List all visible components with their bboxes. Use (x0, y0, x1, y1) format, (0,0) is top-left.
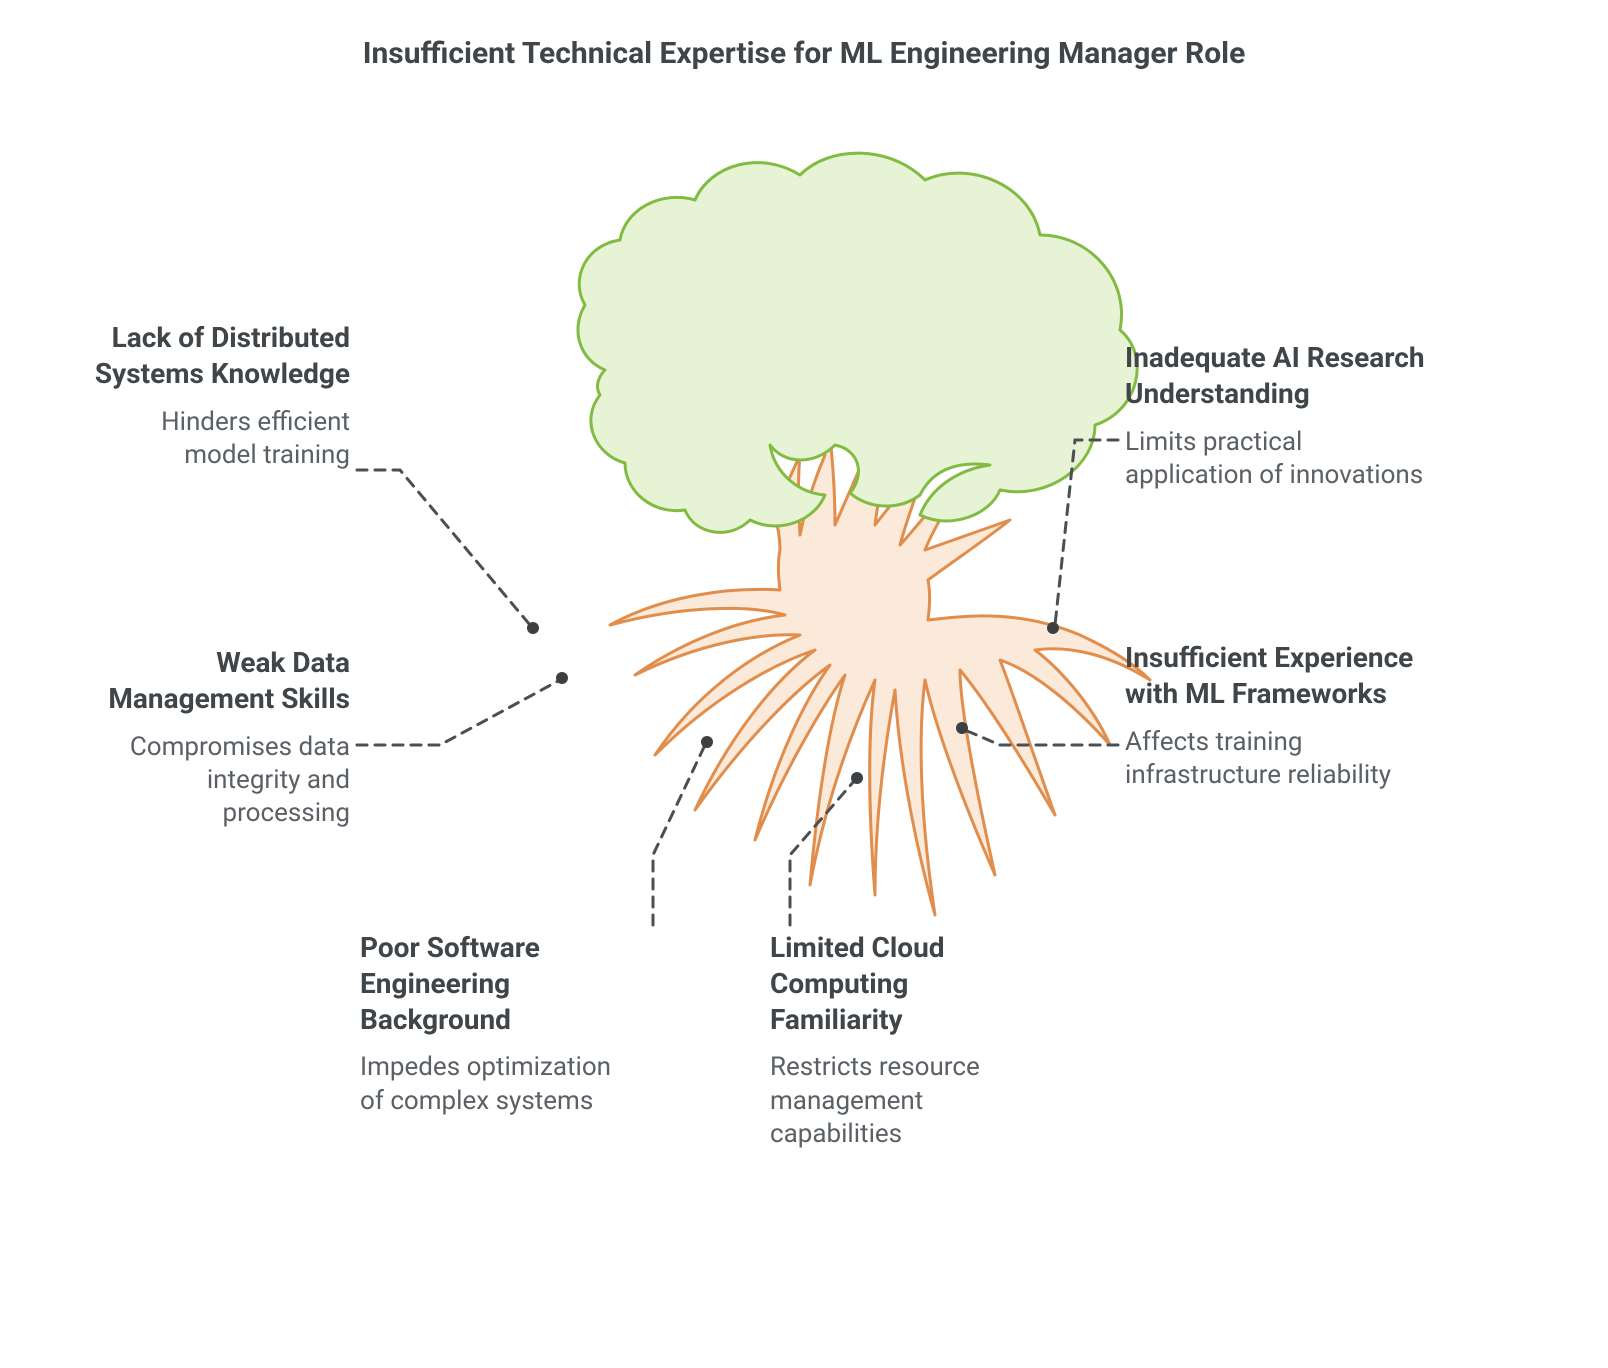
label-subtext: Hinders efficient model training (90, 406, 350, 473)
connector-line (357, 470, 530, 625)
label-subtext: Limits practical application of innovati… (1125, 426, 1425, 493)
connector-line (357, 680, 560, 745)
label-subtext: Compromises data integrity and processin… (80, 731, 350, 831)
label-heading: Insufficient Experience with ML Framewor… (1125, 640, 1445, 712)
connector-line (653, 745, 705, 925)
label-subtext: Restricts resource management capabiliti… (770, 1051, 1030, 1151)
label-r2: Insufficient Experience with ML Framewor… (1125, 640, 1445, 792)
connector-line (790, 780, 855, 925)
label-heading: Poor Software Engineering Background (360, 930, 640, 1037)
label-l4: Limited Cloud Computing Familiarity Restr… (770, 930, 1030, 1151)
label-heading: Inadequate AI Research Understanding (1125, 340, 1425, 412)
connector-dot (851, 772, 863, 784)
label-heading: Lack of Distributed Systems Knowledge (90, 320, 350, 392)
connector-dot (527, 622, 539, 634)
connector-dot (556, 672, 568, 684)
connector-line (1055, 440, 1118, 625)
connector-dot (1047, 622, 1059, 634)
label-l3: Poor Software Engineering Background Impe… (360, 930, 640, 1118)
label-subtext: Affects training infrastructure reliabil… (1125, 726, 1445, 793)
connector-dot (701, 736, 713, 748)
diagram-canvas: Insufficient Technical Expertise for ML … (0, 0, 1608, 1368)
label-heading: Limited Cloud Computing Familiarity (770, 930, 1030, 1037)
label-l1: Lack of Distributed Systems Knowledge Hin… (90, 320, 350, 472)
label-heading: Weak Data Management Skills (80, 645, 350, 717)
connector-line (965, 730, 1118, 745)
label-l2: Weak Data Management Skills Compromises d… (80, 645, 350, 830)
label-r1: Inadequate AI Research Understanding Limi… (1125, 340, 1425, 492)
connector-dot (956, 722, 968, 734)
label-subtext: Impedes optimization of complex systems (360, 1051, 640, 1118)
